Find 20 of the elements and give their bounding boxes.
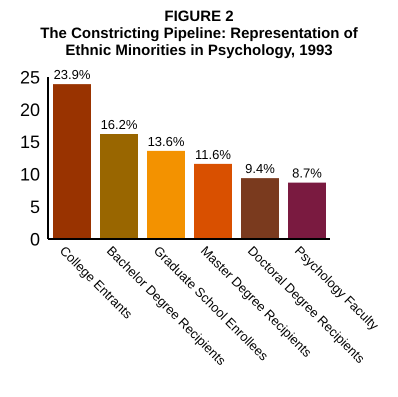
y-tick-label: 20 (20, 100, 40, 120)
y-tick-label: 5 (30, 196, 40, 217)
data-label: 16.2% (100, 117, 138, 132)
bar (194, 164, 232, 239)
data-label: 13.6% (148, 134, 185, 149)
bar (147, 150, 185, 239)
data-label: 11.6% (195, 146, 232, 162)
bar (241, 178, 279, 239)
bar (100, 134, 138, 239)
y-tick-label: 0 (30, 229, 40, 250)
data-label: 9.4% (245, 161, 276, 176)
chart-subtitle: The Constricting Pipeline: Representation of Ethnic Minorities in Psychology, 1993 (39, 25, 359, 59)
bar (53, 84, 91, 239)
y-tick-label: 15 (20, 132, 40, 152)
data-label: 8.7% (292, 166, 322, 181)
y-tick-label: 25 (20, 67, 40, 88)
bar (288, 182, 326, 239)
data-label: 23.9% (54, 67, 91, 82)
y-tick-label: 10 (20, 164, 40, 185)
chart-title: FIGURE 2 (163, 8, 235, 25)
